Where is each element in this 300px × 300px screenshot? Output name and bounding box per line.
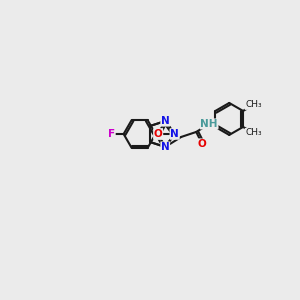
- Text: O: O: [154, 129, 163, 139]
- Text: N: N: [161, 116, 170, 126]
- Text: N: N: [170, 129, 179, 139]
- Text: NH: NH: [200, 119, 218, 129]
- Text: N: N: [170, 129, 179, 139]
- Text: F: F: [108, 129, 115, 139]
- Text: O: O: [198, 139, 207, 149]
- Text: O: O: [154, 129, 163, 139]
- Text: CH₃: CH₃: [245, 100, 262, 109]
- Text: N: N: [161, 142, 170, 152]
- Text: CH₃: CH₃: [245, 128, 262, 137]
